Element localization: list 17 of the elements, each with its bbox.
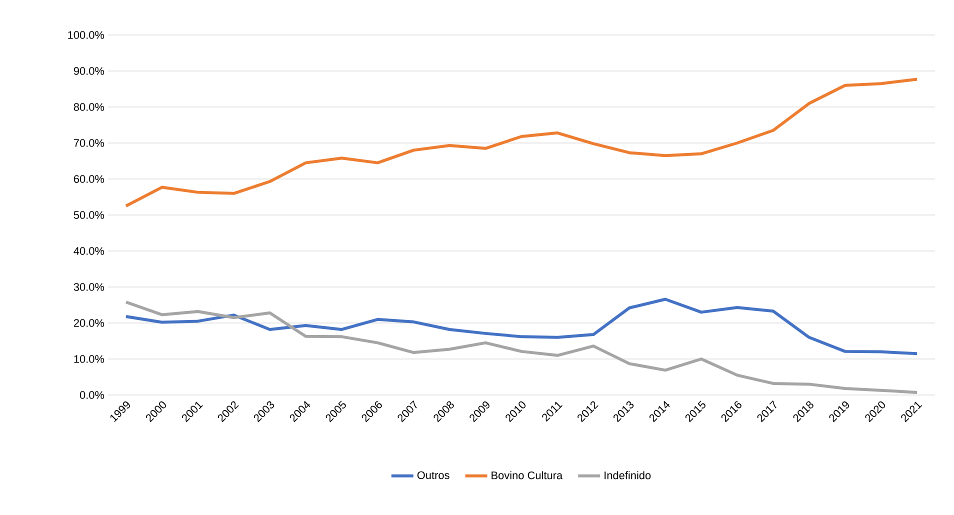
legend-label: Outros bbox=[417, 471, 450, 480]
legend-label: Indefinido bbox=[604, 471, 651, 480]
y-tick-label: 100.0% bbox=[68, 31, 104, 39]
y-tick-label: 20.0% bbox=[74, 319, 104, 327]
y-tick-label: 90.0% bbox=[74, 67, 104, 75]
line-series bbox=[124, 298, 919, 356]
line-series bbox=[124, 300, 919, 394]
y-tick-label: 30.0% bbox=[74, 283, 104, 291]
y-tick-label: 0.0% bbox=[80, 391, 104, 399]
legend-label: Bovino Cultura bbox=[492, 471, 563, 480]
y-tick-label: 80.0% bbox=[74, 103, 104, 111]
y-tick-label: 10.0% bbox=[74, 355, 104, 363]
y-tick-label: 50.0% bbox=[74, 211, 104, 219]
line-series bbox=[124, 78, 919, 208]
y-tick-label: 60.0% bbox=[74, 175, 104, 183]
y-tick-label: 40.0% bbox=[74, 247, 104, 255]
y-tick-label: 70.0% bbox=[74, 139, 104, 147]
